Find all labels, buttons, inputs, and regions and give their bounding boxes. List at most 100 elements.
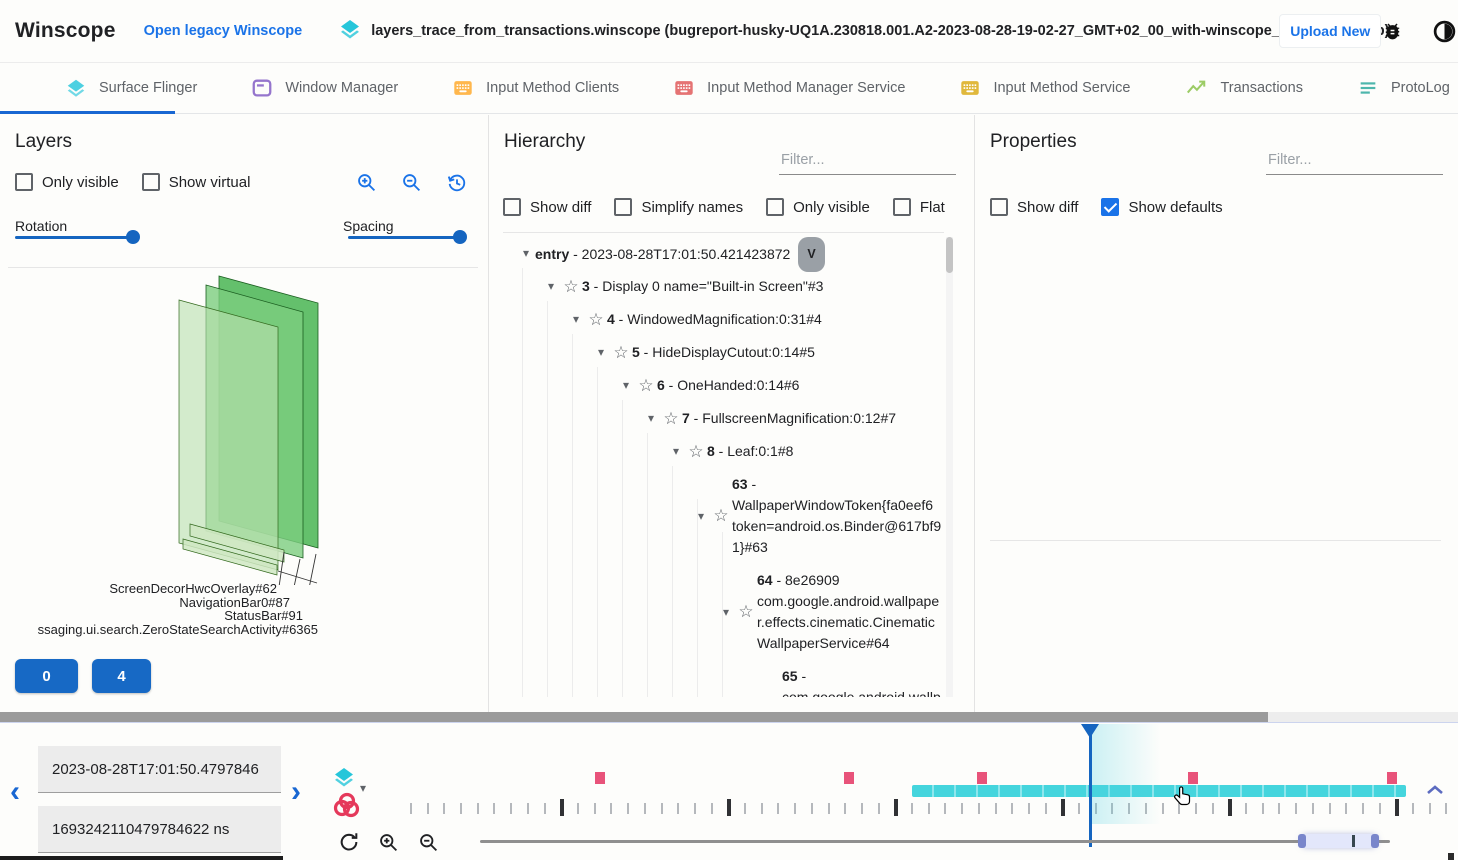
trace-active-range-band[interactable] — [912, 785, 1406, 797]
ruler-minor-tick — [1445, 803, 1447, 814]
playhead-handle[interactable] — [1081, 724, 1099, 738]
tree-node-65[interactable]: ▾☆65 - com.google.android.wallpaper.effe… — [489, 660, 946, 697]
expand-arrow-icon[interactable]: ▾ — [697, 509, 705, 523]
main-horizontal-scrollbar-thumb[interactable] — [0, 712, 1268, 722]
expand-arrow-icon[interactable]: ▾ — [722, 605, 730, 619]
properties-panel: Properties Show diff Show defaults — [974, 115, 1458, 712]
hierarchy-scrollbar[interactable] — [946, 237, 953, 697]
hierarchy-scrollbar-thumb[interactable] — [946, 237, 953, 273]
tree-node-6[interactable]: ▾ ☆ 6 - OneHanded:0:14#6 — [489, 369, 946, 402]
minimap-left-handle[interactable] — [1298, 834, 1306, 848]
expand-arrow-icon[interactable]: ▾ — [672, 444, 680, 458]
tree-node-8[interactable]: ▾ ☆ 8 - Leaf:0:1#8 — [489, 435, 946, 468]
restore-view-icon[interactable] — [446, 172, 468, 199]
tab-surface-flinger[interactable]: Surface Flinger — [38, 63, 224, 113]
ruler-minor-tick — [577, 803, 579, 814]
minimap-selection[interactable] — [1300, 834, 1378, 848]
bookmark-marker[interactable] — [1188, 772, 1198, 784]
checkbox-only-visible[interactable] — [15, 173, 33, 191]
expand-arrow-icon[interactable]: ▾ — [597, 345, 605, 359]
hierarchy-filter-input[interactable] — [779, 148, 956, 175]
bug-report-icon[interactable] — [1381, 20, 1404, 43]
layers-3d-scene[interactable] — [130, 265, 340, 585]
pin-star-icon[interactable]: ☆ — [713, 506, 729, 525]
checkbox-show-diff[interactable] — [990, 198, 1008, 216]
expand-arrow-icon[interactable]: ▾ — [572, 312, 580, 326]
properties-filter-input[interactable] — [1266, 148, 1443, 175]
minimap-track[interactable] — [480, 840, 1390, 843]
bookmark-marker[interactable] — [844, 772, 854, 784]
pin-star-icon[interactable]: ☆ — [588, 310, 604, 329]
display-button-4[interactable]: 4 — [92, 659, 151, 693]
checkbox-simplify-names[interactable] — [614, 198, 633, 216]
tree-node-5[interactable]: ▾ ☆ 5 - HideDisplayCutout:0:14#5 — [489, 336, 946, 369]
ruler-minor-tick — [1345, 803, 1347, 814]
upload-new-button[interactable]: Upload New — [1279, 14, 1382, 48]
timeline-panel: ‹ 2023-08-28T17:01:50.4797846 1693242110… — [0, 722, 1458, 860]
tree-node-4[interactable]: ▾ ☆ 4 - WindowedMagnification:0:31#4 — [489, 303, 946, 336]
bookmark-marker[interactable] — [595, 772, 605, 784]
display-button-0[interactable]: 0 — [15, 659, 78, 693]
dark-mode-icon[interactable] — [1432, 19, 1457, 44]
next-entry-button[interactable]: › — [291, 775, 301, 808]
trace-selector-layers-icon[interactable] — [332, 765, 356, 794]
tab-window-manager[interactable]: Window Manager — [224, 63, 425, 113]
zoom-out-icon[interactable] — [401, 172, 422, 199]
open-legacy-link[interactable]: Open legacy Winscope — [143, 23, 303, 39]
refresh-icon[interactable] — [338, 831, 360, 858]
tab-transactions[interactable]: Transactions — [1157, 63, 1329, 113]
tree-node-entry[interactable]: ▾ entry - 2023-08-28T17:01:50.421423872 V — [489, 237, 946, 272]
expand-arrow-icon[interactable]: ▾ — [622, 378, 630, 392]
pin-star-icon[interactable]: ☆ — [613, 343, 629, 362]
ruler-minor-tick — [944, 803, 946, 814]
checkbox-only-visible[interactable] — [766, 198, 785, 216]
trace-selector-dropdown-icon[interactable]: ▾ — [360, 781, 367, 795]
checkbox-show-diff[interactable] — [503, 198, 521, 216]
tree-node-3[interactable]: ▾ ☆ 3 - Display 0 name="Built-in Screen"#3 — [489, 270, 946, 303]
ruler-minor-tick — [878, 803, 880, 814]
tab-input-method-manager-service[interactable]: Input Method Manager Service — [646, 63, 932, 113]
tree-node-64[interactable]: ▾ ☆ 64 - 8e26909 com.google.android.wallpa… — [489, 564, 946, 660]
bookmark-marker[interactable] — [1387, 772, 1397, 784]
expand-arrow-icon[interactable]: ▾ — [547, 279, 555, 293]
tree-node-label: 4 - WindowedMagnification:0:31#4 — [607, 311, 822, 327]
previous-entry-button[interactable]: ‹ — [10, 775, 20, 808]
ruler-minor-tick — [410, 803, 412, 814]
pin-star-icon[interactable]: ☆ — [688, 442, 704, 461]
pin-star-icon[interactable]: ☆ — [563, 277, 579, 296]
spacing-slider[interactable] — [348, 236, 460, 239]
tree-node-63[interactable]: ▾ ☆ 63 - WallpaperWindowToken{fa0eef6 toke… — [489, 468, 946, 564]
tree-node-label: 6 - OneHanded:0:14#6 — [657, 377, 800, 393]
timeline-zoom-in-icon[interactable] — [378, 832, 399, 858]
checkbox-show-defaults[interactable] — [1101, 198, 1120, 216]
checkbox-flat[interactable] — [892, 198, 911, 216]
zoom-in-icon[interactable] — [356, 172, 377, 199]
ruler-minor-tick — [527, 803, 529, 814]
checkbox-label: Show diff — [1017, 198, 1079, 216]
expand-arrow-icon[interactable]: ▾ — [647, 411, 655, 425]
playhead-line[interactable] — [1089, 724, 1092, 847]
tab-input-method-service[interactable]: Input Method Service — [932, 63, 1157, 113]
timestamp-human-field[interactable]: 2023-08-28T17:01:50.4797846 — [38, 746, 281, 793]
tab-input-method-clients[interactable]: Input Method Clients — [425, 63, 646, 113]
transition-circles-icon[interactable] — [330, 789, 362, 826]
ruler-minor-tick — [1045, 803, 1047, 814]
pin-star-icon[interactable]: ☆ — [738, 602, 754, 621]
timeline-zoom-out-icon[interactable] — [418, 832, 439, 858]
checkbox-show-virtual[interactable] — [141, 173, 160, 191]
tree-node-label: 64 - 8e26909 com.google.android.wallpape… — [757, 572, 940, 651]
expand-arrow-icon[interactable]: ▾ — [522, 246, 530, 260]
chevron-up-icon[interactable] — [1426, 783, 1444, 801]
pin-star-icon[interactable]: ☆ — [663, 409, 679, 428]
tree-node-7[interactable]: ▾ ☆ 7 - FullscreenMagnification:0:12#7 — [489, 402, 946, 435]
rotation-slider-thumb[interactable] — [126, 230, 140, 244]
rotation-slider[interactable] — [15, 236, 133, 239]
main-horizontal-scrollbar[interactable] — [0, 712, 1458, 722]
tree-node-label: 7 - FullscreenMagnification:0:12#7 — [682, 410, 897, 426]
spacing-slider-thumb[interactable] — [453, 230, 467, 244]
tab-protolog[interactable]: ProtoLog — [1330, 63, 1458, 113]
pin-star-icon[interactable]: ☆ — [638, 376, 654, 395]
timestamp-ns-field[interactable]: 1693242110479784622 ns — [38, 806, 281, 853]
bookmark-marker[interactable] — [977, 772, 987, 784]
minimap-right-handle[interactable] — [1371, 834, 1379, 848]
